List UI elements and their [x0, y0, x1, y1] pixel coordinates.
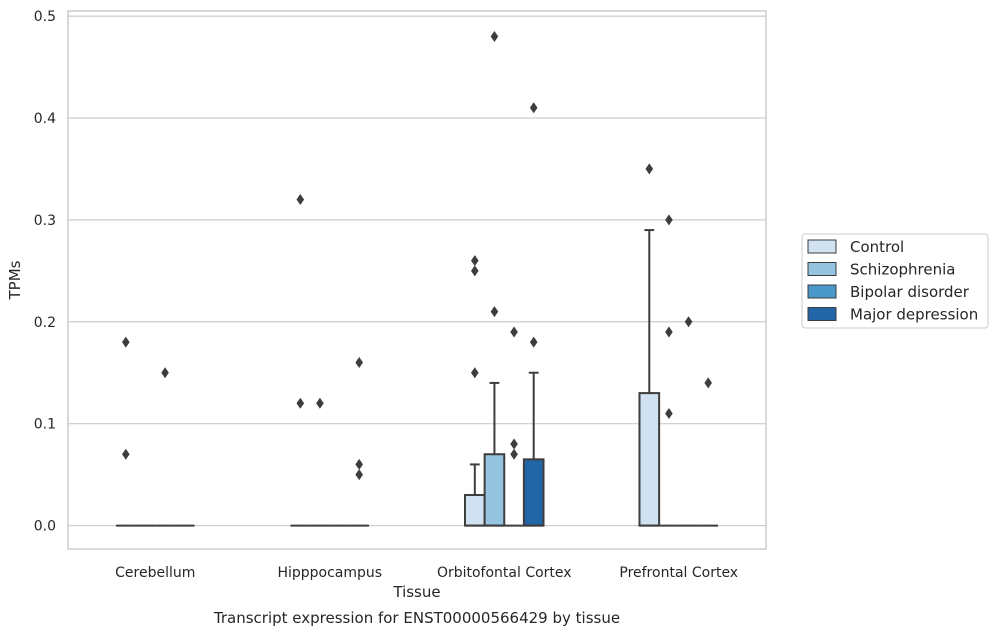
x-tick-label: Hipppocampus — [277, 565, 382, 581]
outlier-point — [355, 458, 363, 470]
outliers — [122, 30, 712, 481]
grid-lines — [68, 15, 766, 527]
legend-label: Bipolar disorder — [850, 283, 970, 301]
y-axis-label: TPMs — [6, 260, 24, 300]
outlier-point — [161, 367, 169, 379]
legend-label: Major depression — [850, 306, 978, 324]
outlier-point — [490, 30, 499, 42]
outlier-point — [529, 336, 538, 348]
box-control — [463, 493, 486, 527]
outlier-point — [316, 397, 324, 409]
plot-area-frame — [67, 10, 767, 550]
outlier-point — [510, 448, 518, 460]
outlier-point — [684, 316, 693, 328]
outlier-point — [665, 407, 673, 419]
y-tick-label: 0.2 — [34, 315, 56, 331]
outlier-point — [296, 397, 305, 409]
legend-label: Control — [850, 238, 904, 256]
outlier-point — [355, 469, 363, 481]
outlier-point — [665, 214, 673, 226]
y-tick-label: 0.1 — [34, 417, 56, 433]
x-tick-label: Cerebellum — [115, 565, 195, 581]
outlier-point — [471, 265, 479, 277]
legend-swatch — [807, 262, 837, 276]
x-axis-ticks: Cerebellum Hipppocampus Orbitofontal Corte… — [115, 565, 738, 581]
box-schizophrenia — [483, 453, 506, 527]
outlier-point — [122, 336, 130, 348]
outlier-point — [665, 326, 673, 338]
legend-swatch — [807, 239, 837, 254]
y-axis-ticks: 0.0 0.1 0.2 0.3 0.4 0.5 — [34, 9, 56, 534]
outlier-point — [645, 163, 654, 175]
y-tick-label: 0.5 — [34, 9, 56, 25]
outlier-point — [355, 357, 363, 369]
outlier-point — [471, 367, 479, 379]
y-tick-label: 0.4 — [34, 111, 56, 127]
legend-frame — [801, 233, 989, 329]
outlier-point — [490, 306, 499, 318]
x-tick-label: Orbitofontal Cortex — [437, 565, 572, 581]
y-tick-label: 0.3 — [34, 213, 56, 229]
y-tick-label: 0.0 — [34, 519, 56, 535]
outlier-point — [529, 102, 538, 114]
box-major-depression — [522, 458, 545, 527]
outlier-point — [510, 438, 518, 450]
legend-label: Schizophrenia — [850, 261, 955, 279]
legend-swatch — [807, 307, 837, 321]
x-axis-label: Tissue — [392, 583, 440, 601]
outlier-point — [296, 194, 305, 206]
legend-swatch — [807, 284, 837, 299]
chart-caption: Transcript expression for ENST0000056642… — [213, 609, 620, 627]
legend: Control Schizophrenia Bipolar disorder Majo… — [801, 233, 989, 329]
outlier-point — [122, 448, 130, 460]
box-control — [638, 392, 661, 527]
outlier-point — [510, 326, 518, 338]
boxes — [115, 229, 719, 527]
x-tick-label: Prefrontal Cortex — [619, 565, 738, 581]
outlier-point — [471, 255, 479, 267]
outlier-point — [704, 377, 712, 389]
